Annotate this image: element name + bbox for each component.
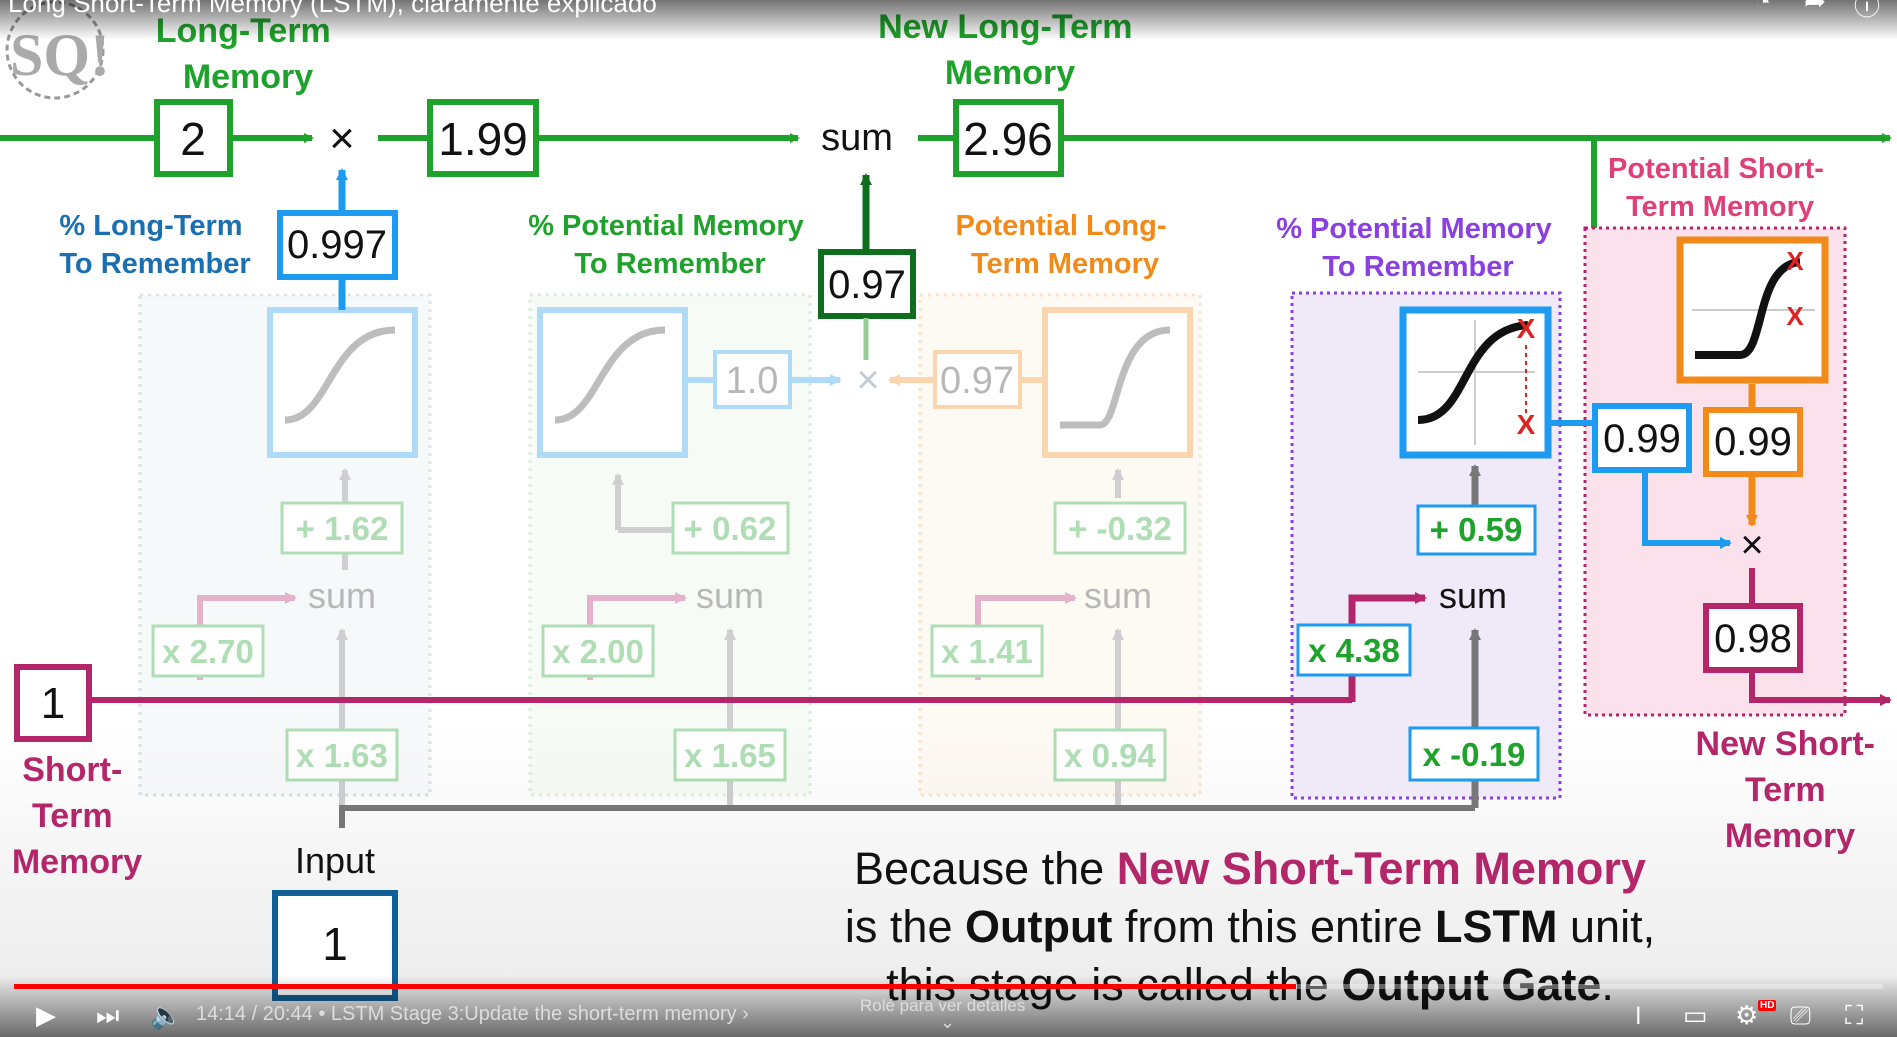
faded-sum-3: sum — [1084, 575, 1152, 616]
faded-sum-2: sum — [696, 575, 764, 616]
long-term-in-value: 2 — [180, 113, 206, 165]
forget-gate-pct-value: 0.997 — [287, 223, 387, 267]
faded-bias-3: + -0.32 — [1068, 510, 1172, 547]
gear-icon[interactable]: ⚙ — [1735, 1000, 1759, 1030]
label-input: Input — [295, 840, 375, 881]
forget-times-symbol: × — [329, 114, 355, 163]
caption-text: from this entire — [1112, 901, 1436, 952]
fullscreen-icon[interactable]: ⛶ — [1845, 1000, 1864, 1030]
progress-bar[interactable] — [14, 984, 1883, 989]
clock-icon[interactable]: ◔ — [1755, 0, 1771, 16]
label-pct-potential-2: % Potential Memory To Remember — [1276, 213, 1560, 283]
x-mark-orange-top: X — [1786, 246, 1804, 276]
chapter-title[interactable]: • LSTM Stage 3:Update the short-term mem… — [318, 1003, 749, 1025]
label-potential-short-term: Potential Short- Term Memory — [1608, 153, 1832, 223]
new-long-term-value: 2.96 — [963, 113, 1053, 165]
tanh-out-value: 0.99 — [1714, 420, 1792, 464]
faded-w-st-1: x 2.70 — [162, 633, 254, 670]
progress-fill — [14, 984, 1297, 989]
faded-w-in-1: x 1.63 — [296, 737, 388, 774]
volume-icon[interactable]: 🔈 — [150, 1000, 183, 1030]
faded-w-in-2: x 1.65 — [684, 737, 776, 774]
faded-potential-gate: 0.97 + -0.32 sum x 1.41 x 0.94 — [888, 293, 1202, 805]
potential-sum-value: 0.97 — [828, 263, 906, 307]
caption-bold: LSTM — [1435, 901, 1558, 952]
output-gate: X X + 0.59 sum x 4.38 x -0.19 — [1290, 291, 1562, 808]
faded-w-st-2: x 2.00 — [552, 633, 644, 670]
faded-bias-1: + 1.62 — [296, 510, 389, 547]
autoplay-toggle-icon[interactable]: ⏽ — [1628, 1000, 1649, 1030]
video-title[interactable]: Long Short-Term Memory (LSTM), clarament… — [8, 0, 657, 18]
short-term-in-value: 1 — [41, 679, 65, 728]
label-new-short-term-memory: New Short- Term Memory — [1696, 725, 1885, 855]
caption-highlight: New Short-Term Memory — [1116, 843, 1646, 894]
label-pct-potential-1: % Potential Memory To Remember — [528, 210, 812, 280]
faded-bias-2: + 0.62 — [684, 510, 777, 547]
faded-times-symbol: × — [856, 358, 879, 402]
out-sum-symbol: sum — [1439, 575, 1507, 616]
share-icon[interactable]: ➦ — [1804, 0, 1826, 16]
faded-sum-1: sum — [308, 575, 376, 616]
caption-text: unit, — [1557, 901, 1656, 952]
out-bias-value: + 0.59 — [1430, 511, 1523, 548]
title-bar: Long Short-Term Memory (LSTM), clarament… — [0, 0, 1897, 40]
faded-forget-gate: + 1.62 sum x 2.70 x 1.63 — [138, 293, 432, 805]
time-value: 14:14 / 20:44 — [196, 1003, 313, 1025]
chevron-down-icon[interactable]: ⌄ — [940, 1012, 956, 1032]
long-term-sum-symbol: sum — [821, 117, 893, 159]
hd-badge: HD — [1758, 1000, 1777, 1011]
faded-input-gate: 1.0 + 0.62 sum x 2.00 x 1.65 — [528, 293, 842, 805]
caption-bold: Output — [964, 901, 1113, 952]
cast-icon[interactable]: ⎚ — [1790, 1000, 1811, 1030]
faded-w-in-3: x 0.94 — [1064, 737, 1156, 774]
play-icon[interactable]: ▶ — [36, 1000, 56, 1030]
info-icon[interactable]: ⓘ — [1853, 0, 1880, 21]
x-mark-orange-bottom: X — [1786, 301, 1804, 331]
out-w-in-value: x -0.19 — [1423, 736, 1526, 773]
next-icon[interactable]: ⏭ — [96, 1000, 120, 1030]
caption-text: Because the — [854, 843, 1117, 894]
faded-w-st-3: x 1.41 — [941, 633, 1033, 670]
x-mark-bottom: X — [1517, 409, 1536, 440]
label-pct-long-term: % Long-Term To Remember — [59, 210, 250, 280]
scroll-hint[interactable]: Rolé para ver detalles — [860, 996, 1026, 1015]
faded-value-1: 1.0 — [726, 360, 779, 402]
time-display: 14:14 / 20:44 • LSTM Stage 3:Update the … — [196, 1003, 749, 1026]
subtitles-icon[interactable]: ▭ — [1683, 1000, 1708, 1030]
out-w-st-value: x 4.38 — [1308, 632, 1400, 669]
faded-value-2: 0.97 — [940, 360, 1014, 402]
out-gate-pct-value: 0.99 — [1603, 417, 1681, 461]
x-mark-top: X — [1517, 313, 1536, 344]
input-value: 1 — [322, 918, 348, 970]
new-short-term-value: 0.98 — [1714, 617, 1792, 661]
label-short-term-memory: Short- Term Memory — [12, 751, 142, 881]
out-times-symbol: × — [1740, 523, 1763, 567]
label-potential-long-term: Potential Long- Term Memory — [955, 210, 1174, 280]
after-forget-value: 1.99 — [438, 113, 528, 165]
caption-text: is the — [844, 901, 965, 952]
